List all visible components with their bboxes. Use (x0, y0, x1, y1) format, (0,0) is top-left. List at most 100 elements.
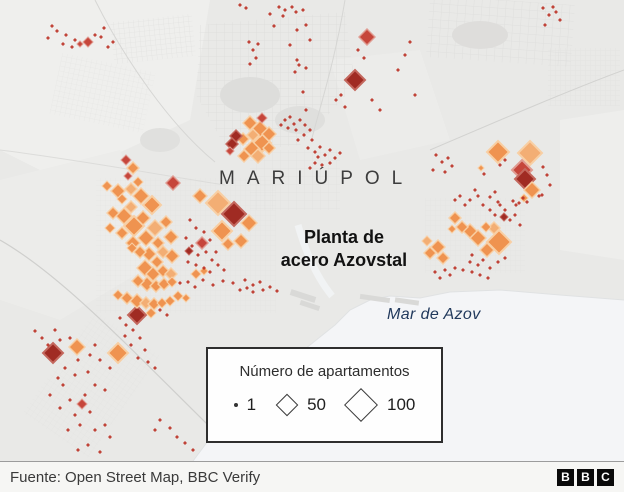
damage-dot (76, 358, 80, 362)
damage-dot (295, 28, 299, 32)
damage-dot (55, 29, 59, 33)
damage-marker (165, 175, 181, 191)
damage-dot (124, 323, 128, 327)
damage-dot (111, 40, 115, 44)
damage-dot (310, 138, 314, 142)
damage-dot (247, 40, 251, 44)
damage-marker (190, 268, 202, 280)
damage-dot (254, 56, 258, 60)
damage-dot (214, 250, 218, 254)
damage-dot (40, 336, 44, 340)
legend-diamond-50-symbol (275, 393, 299, 417)
damage-dot (403, 53, 407, 57)
damage-marker (181, 293, 191, 303)
damage-dot (129, 343, 133, 347)
damage-dot (333, 156, 337, 160)
damage-dot (123, 334, 127, 338)
damage-dot (396, 68, 400, 72)
damage-marker (204, 189, 232, 217)
damage-dot (53, 328, 57, 332)
street-grid-texture (23, 310, 161, 459)
damage-dot (313, 161, 317, 165)
damage-marker (124, 182, 138, 196)
damage-dot (251, 48, 255, 52)
damage-dot (308, 128, 312, 132)
damage-dot (175, 435, 179, 439)
damage-dot (70, 45, 74, 49)
damage-dot (302, 133, 306, 137)
damage-dot (46, 343, 50, 347)
street-grid-texture (49, 52, 156, 134)
damage-dot (468, 198, 472, 202)
damage-dot (318, 145, 322, 149)
street-grid-texture (548, 48, 620, 106)
damage-dot (543, 23, 547, 27)
damage-dot (216, 263, 220, 267)
damage-dot (64, 33, 68, 37)
damage-marker (233, 233, 249, 249)
damage-dot (306, 146, 310, 150)
damage-dot (488, 266, 492, 270)
damage-marker (225, 146, 235, 156)
damage-dot (238, 3, 242, 7)
damage-marker (448, 211, 462, 225)
damage-dot (221, 279, 225, 283)
damage-marker (199, 266, 209, 276)
source-attribution: Fuente: Open Street Map, BBC Verify (10, 468, 261, 486)
damage-marker (101, 180, 113, 192)
damage-dot (413, 93, 417, 97)
damage-dot (184, 236, 188, 240)
bbc-logo-block-b2: B (577, 468, 594, 486)
damage-dot (204, 250, 208, 254)
damage-marker (156, 245, 170, 259)
damage-dot (503, 158, 507, 162)
damage-dot (517, 201, 521, 205)
road (429, 69, 624, 151)
damage-dot (76, 448, 80, 452)
legend-diamond-100-symbol (344, 388, 378, 422)
damage-dot (202, 266, 206, 270)
damage-dot (283, 118, 287, 122)
damage-dot (211, 283, 215, 287)
city-label: MARIÚPOL (219, 168, 415, 189)
damage-dot (290, 5, 294, 9)
damage-dot (338, 151, 342, 155)
damage-dot (283, 8, 287, 12)
damage-marker (479, 242, 495, 258)
damage-dot (248, 62, 252, 66)
damage-dot (313, 150, 317, 154)
damage-marker (145, 307, 157, 319)
damage-dot (58, 338, 62, 342)
damage-dot (98, 450, 102, 454)
damage-dot (304, 108, 308, 112)
damage-dot (186, 260, 190, 264)
damage-marker (126, 242, 138, 254)
damage-dot (443, 268, 447, 272)
damage-dot (498, 163, 502, 167)
damage-marker (246, 128, 260, 142)
damage-dot (496, 260, 500, 264)
damage-marker (106, 341, 130, 365)
damage-dot (48, 393, 52, 397)
damage-dot (463, 203, 467, 207)
damage-marker (76, 40, 84, 48)
damage-dot (165, 313, 169, 317)
damage-marker (133, 245, 147, 259)
damage-marker (430, 239, 446, 255)
damage-dot (191, 448, 195, 452)
damage-dot (201, 278, 205, 282)
damage-dot (513, 213, 517, 217)
damage-dot (518, 223, 522, 227)
damage-marker (126, 161, 140, 175)
damage-dot (138, 336, 142, 340)
damage-marker (242, 115, 258, 131)
damage-dot (68, 398, 72, 402)
damage-dot (275, 289, 279, 293)
damage-dot (440, 160, 444, 164)
damage-marker (151, 236, 165, 250)
damage-dot (468, 260, 472, 264)
damage-dot (488, 195, 492, 199)
damage-dot (66, 428, 70, 432)
damage-marker (163, 229, 179, 245)
